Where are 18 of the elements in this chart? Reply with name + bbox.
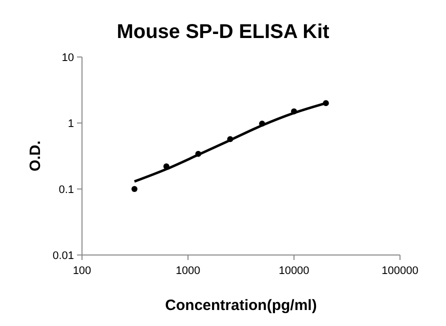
y-tick-label: 10 [62,52,74,64]
point [163,163,170,170]
y-axis-title: O.D. [27,140,44,172]
chart-title: Mouse SP-D ELISA Kit [116,21,330,43]
point [131,186,138,192]
x-tick-label: 10000 [278,265,310,277]
point [259,120,266,127]
y-tick-label: 0.1 [58,184,74,196]
y-tick-label: 0.01 [52,250,74,262]
point [227,136,234,142]
point [291,108,297,114]
point [195,150,202,157]
y-tick-label: 1 [68,118,74,130]
x-axis-title: Concentration(pg/ml) [165,297,317,314]
point [322,100,329,106]
x-tick-label: 1000 [176,265,200,277]
x-tick-label: 100 [72,265,92,277]
x-tick-label: 100000 [382,265,418,277]
